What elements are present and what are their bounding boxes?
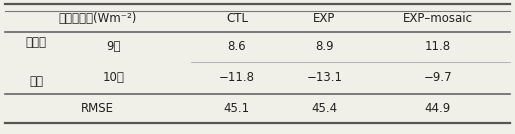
Text: 11.8: 11.8 xyxy=(425,40,451,53)
Text: EXP–mosaic: EXP–mosaic xyxy=(403,12,473,25)
Text: −9.7: −9.7 xyxy=(423,71,452,84)
Text: 8.9: 8.9 xyxy=(315,40,334,53)
Text: 45.1: 45.1 xyxy=(224,102,250,115)
Text: 9일: 9일 xyxy=(106,40,121,53)
Text: EXP: EXP xyxy=(313,12,336,25)
Text: 오차: 오차 xyxy=(29,75,43,88)
Text: −11.8: −11.8 xyxy=(219,71,255,84)
Text: 45.4: 45.4 xyxy=(312,102,337,115)
Text: 현열플럭스(Wm⁻²): 현열플럭스(Wm⁻²) xyxy=(59,12,137,25)
Text: RMSE: RMSE xyxy=(81,102,114,115)
Text: 평균값: 평균값 xyxy=(26,36,46,49)
Text: 10일: 10일 xyxy=(102,71,124,84)
Text: CTL: CTL xyxy=(226,12,248,25)
Text: −13.1: −13.1 xyxy=(306,71,342,84)
Text: 8.6: 8.6 xyxy=(228,40,246,53)
Text: 44.9: 44.9 xyxy=(425,102,451,115)
